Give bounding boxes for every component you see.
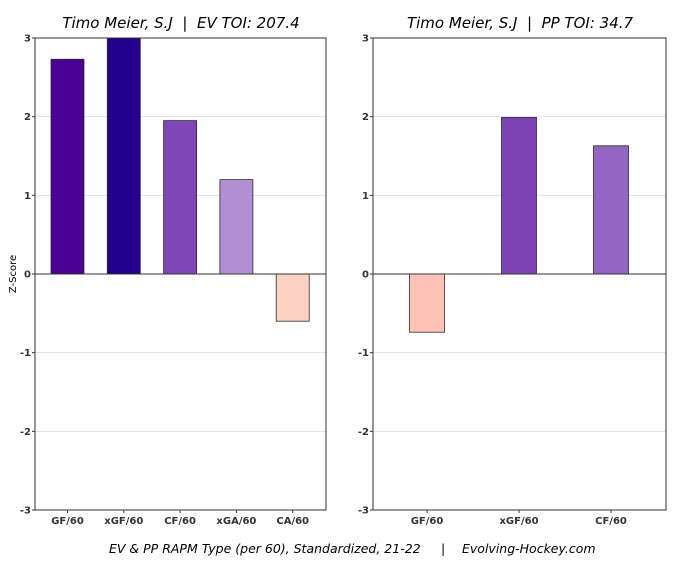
caption-separator: |	[441, 541, 445, 556]
x-tick-label: GF/60	[51, 516, 84, 527]
y-tick-label: -3	[20, 506, 31, 517]
x-tick-label: CF/60	[595, 516, 627, 527]
y-tick-label: 1	[24, 191, 31, 202]
bar-cf-60	[593, 145, 629, 275]
y-tick-label: 3	[362, 34, 369, 45]
chart-panel-1: -3 -2 -1 0 1 2 3 GF/60 xGF/60 CF/60 xGA/60 CA/60 Tim…	[8, 14, 327, 527]
y-axis-label: Z-Score	[8, 255, 19, 293]
y-tick-label: 1	[362, 191, 369, 202]
x-tick-label: xGF/60	[499, 516, 538, 527]
y-tick-label: 2	[362, 112, 369, 123]
y-tick-label: -1	[358, 348, 369, 359]
bar-cf-60	[163, 120, 198, 275]
x-tick-label: xGF/60	[104, 516, 143, 527]
x-tick-label: CA/60	[276, 516, 309, 527]
y-tick-label: -2	[20, 427, 31, 438]
bar-gf-60	[409, 273, 445, 333]
chart-panel-2: -3 -2 -1 0 1 2 3 GF/60 xGF/60 CF/60 Timo Meier, S.…	[358, 14, 667, 527]
x-tick-label: GF/60	[411, 516, 444, 527]
y-tick-label: 0	[362, 270, 369, 281]
y-tick-label: -3	[358, 506, 369, 517]
chart-panels: -3 -2 -1 0 1 2 3 GF/60 xGF/60 CF/60 xGA/60 CA/60 Tim…	[8, 14, 667, 527]
y-tick-label: 3	[24, 34, 31, 45]
y-tick-label: -1	[20, 348, 31, 359]
bar-xgf-60	[501, 117, 537, 275]
chart-title: Timo Meier, S.J | EV TOI: 207.4	[62, 14, 299, 32]
bar-xgf-60	[106, 37, 141, 275]
y-tick-label: -2	[358, 427, 369, 438]
x-tick-label: xGA/60	[216, 516, 256, 527]
caption-right: Evolving-Hockey.com	[462, 541, 596, 556]
bar-ca-60	[275, 273, 310, 322]
bar-gf-60	[50, 58, 85, 275]
chart-title: Timo Meier, S.J | PP TOI: 34.7	[407, 14, 634, 32]
y-tick-label: 0	[24, 270, 31, 281]
bar-xga-60	[219, 179, 254, 275]
x-tick-label: CF/60	[164, 516, 196, 527]
caption-left: EV & PP RAPM Type (per 60), Standardized…	[109, 541, 421, 556]
y-tick-label: 2	[24, 112, 31, 123]
